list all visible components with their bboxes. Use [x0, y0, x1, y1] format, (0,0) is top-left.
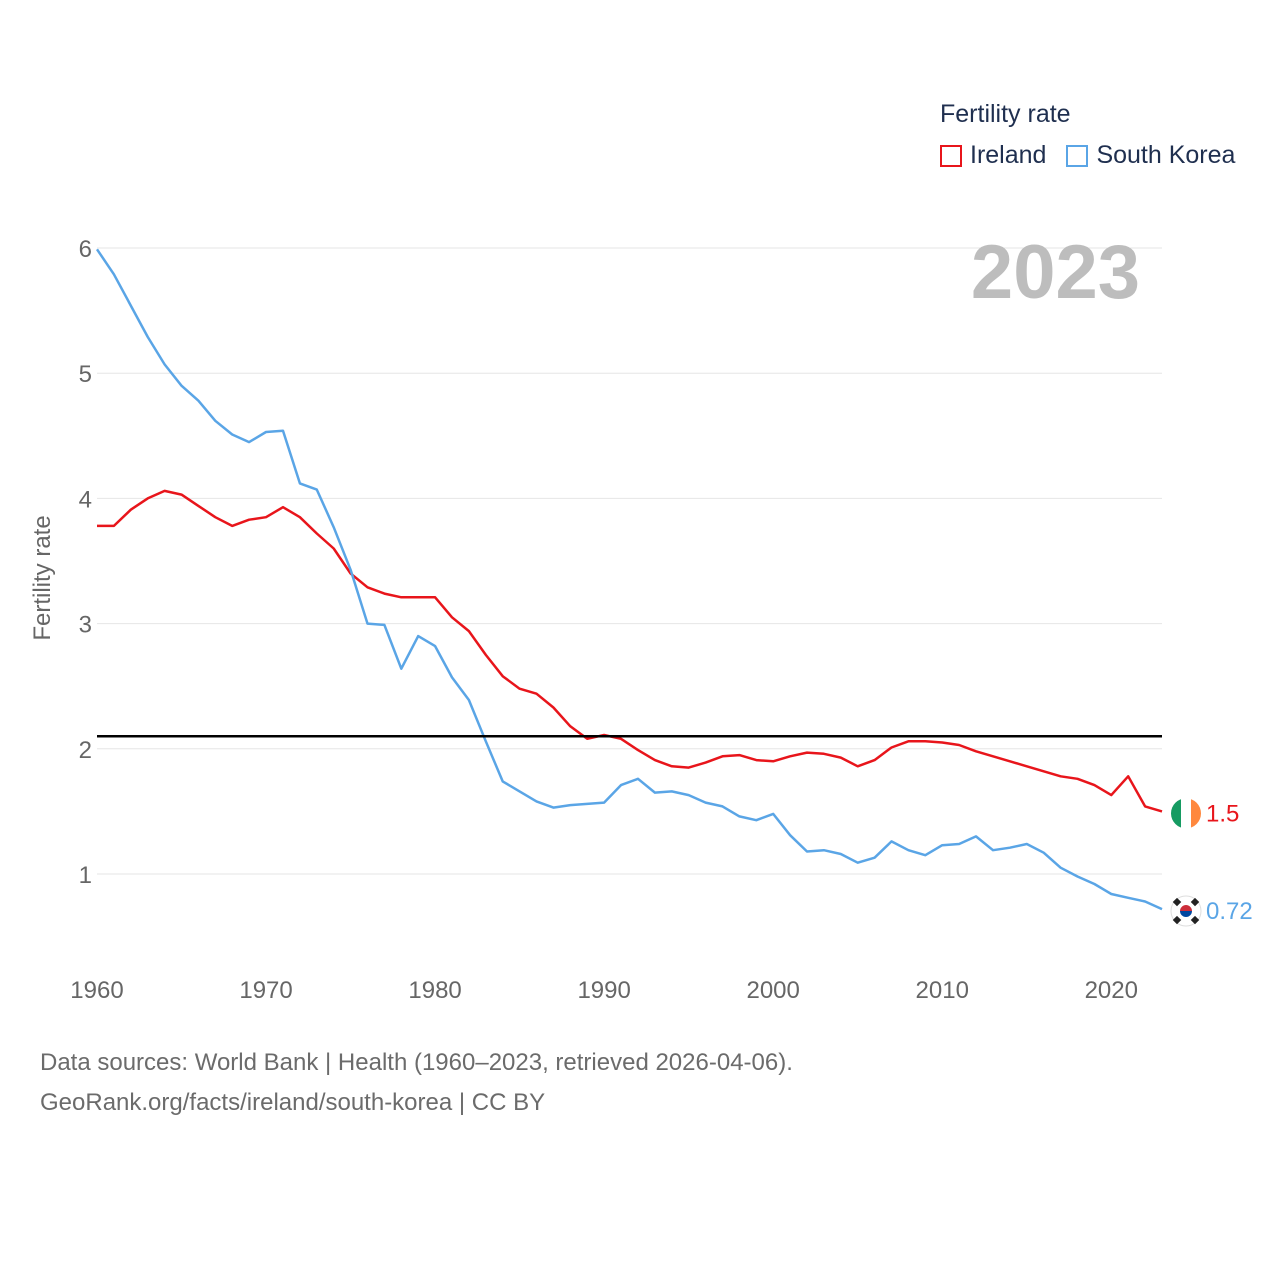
- x-tick-1970: 1970: [239, 977, 292, 1004]
- y-tick-6: 6: [79, 236, 92, 263]
- end-label-south-korea: 0.72: [1206, 898, 1253, 925]
- end-markers: 1.5 0.72: [1170, 798, 1253, 927]
- south-korea-flag-icon: [1170, 895, 1202, 927]
- legend-label-ireland: Ireland: [970, 141, 1047, 169]
- legend-label-south-korea: South Korea: [1096, 141, 1236, 169]
- y-tick-2: 2: [79, 737, 92, 764]
- legend-item-ireland[interactable]: Ireland: [940, 141, 1046, 170]
- end-label-ireland: 1.5: [1206, 800, 1239, 827]
- y-tick-labels: 1 2 3 4 5 6: [79, 236, 92, 889]
- x-tick-1980: 1980: [408, 977, 461, 1004]
- data-sources: Data sources: World Bank | Health (1960–…: [40, 1043, 793, 1123]
- y-tick-5: 5: [79, 361, 92, 388]
- x-tick-labels: 1960 1970 1980 1990 2000 2010 2020: [70, 977, 1138, 1004]
- y-axis-label: Fertility rate: [29, 515, 56, 640]
- legend-swatch-south-korea: [1066, 144, 1089, 167]
- ireland-flag-icon: [1171, 798, 1201, 829]
- legend-item-south-korea[interactable]: South Korea: [1066, 141, 1235, 170]
- x-tick-1990: 1990: [577, 977, 630, 1004]
- series-line-south-korea: [95, 248, 1163, 911]
- y-tick-4: 4: [79, 486, 92, 513]
- series-lines: [95, 248, 1163, 911]
- x-tick-1960: 1960: [70, 977, 123, 1004]
- x-tick-2000: 2000: [746, 977, 799, 1004]
- sources-line-2: GeoRank.org/facts/ireland/south-korea | …: [40, 1089, 546, 1116]
- x-tick-2020: 2020: [1085, 977, 1138, 1004]
- legend-swatch-ireland: [940, 144, 962, 167]
- gridlines: [97, 247, 1162, 875]
- y-tick-1: 1: [79, 862, 92, 889]
- series-line-ireland: [97, 489, 1163, 813]
- legend-title: Fertility rate: [940, 100, 1071, 128]
- legend: Fertility rate Ireland South Korea: [940, 100, 1255, 170]
- year-label: 2023: [971, 230, 1140, 315]
- x-tick-2010: 2010: [916, 977, 969, 1004]
- sources-line-1: Data sources: World Bank | Health (1960–…: [40, 1049, 793, 1076]
- y-tick-3: 3: [79, 612, 92, 639]
